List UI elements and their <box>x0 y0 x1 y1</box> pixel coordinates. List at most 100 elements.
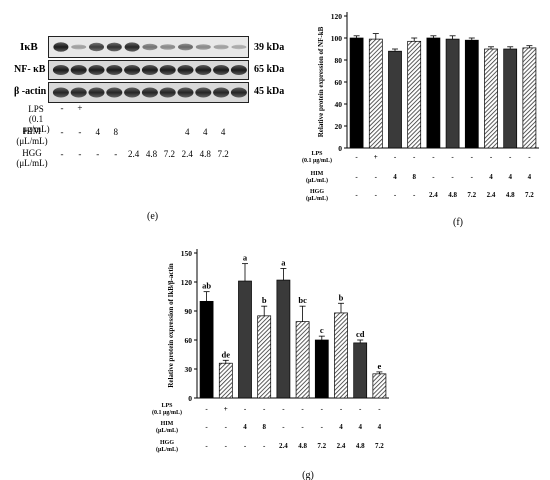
y-axis-label: Relative protein expression of NF-kB <box>317 26 325 137</box>
treatment-value: 4 <box>339 423 343 431</box>
treatment-value: + <box>224 405 228 413</box>
ikb-band <box>142 43 158 51</box>
blot-label-actin: β -actin <box>14 86 47 97</box>
treatment-value: - <box>471 173 474 181</box>
treatment-value: - <box>301 405 304 413</box>
treatment-row-label: HIM <box>311 171 324 177</box>
blot-label-nfkb: NF- κB <box>14 64 46 75</box>
blot-treatment-value: - <box>114 149 118 159</box>
bar <box>295 321 310 399</box>
y-tick-label: 0 <box>338 144 342 153</box>
treatment-value: 8 <box>262 423 266 431</box>
actin-band <box>124 87 141 98</box>
significance-letter: e <box>378 361 382 371</box>
treatment-value: - <box>355 191 358 199</box>
bar <box>426 37 441 149</box>
treatment-value: - <box>282 405 285 413</box>
bar <box>257 315 272 399</box>
treatment-value: + <box>374 153 378 161</box>
blot-treatment-value: - <box>96 149 100 159</box>
blot-treatment-value: 4 <box>95 127 101 137</box>
blot-treatment-value: - <box>78 149 82 159</box>
panel-label-e: (e) <box>147 211 159 222</box>
treatment-value: 2.4 <box>429 191 438 199</box>
blot-treatment-value: 4 <box>185 127 190 137</box>
blot-treatment-value: 2.4 <box>181 149 193 159</box>
kda-nfkb: 65 kDa <box>254 64 285 75</box>
treatment-value: 4 <box>508 173 512 181</box>
treatment-value: 7.2 <box>317 442 326 450</box>
blot-treatment-value: 4.8 <box>199 149 211 159</box>
treatment-value: - <box>205 405 208 413</box>
treatment-row-unit: (0.1 μg/mL) <box>152 409 182 416</box>
bar <box>372 373 387 399</box>
treatment-row-label: LPS <box>311 151 323 157</box>
treatment-row-label: HIM <box>161 421 174 427</box>
hgg-label: HGG (μL/mL) <box>16 148 48 168</box>
blot-treatment-value: 2.4 <box>127 149 140 159</box>
ikb-band <box>71 44 87 50</box>
treatment-value: - <box>321 423 324 431</box>
treatment-value: 4.8 <box>356 442 365 450</box>
blot-treatment-value: - <box>60 149 64 159</box>
treatment-value: 4.8 <box>298 442 307 450</box>
bar <box>276 279 291 399</box>
y-tick-label: 120 <box>181 278 193 287</box>
blot-treatment-value: 7.2 <box>217 149 229 159</box>
treatment-value: - <box>471 153 474 161</box>
treatment-value: - <box>375 191 378 199</box>
treatment-value: - <box>244 442 247 450</box>
treatment-row-unit: (μL/mL) <box>156 446 178 453</box>
bar <box>407 40 422 149</box>
blot-label-ikb: IκB <box>20 41 38 53</box>
treatment-value: - <box>205 442 208 450</box>
treatment-value: - <box>394 191 397 199</box>
treatment-value: 2.4 <box>487 191 496 199</box>
treatment-row-unit: (μL/mL) <box>156 427 178 434</box>
treatment-value: 7.2 <box>525 191 534 199</box>
treatment-value: - <box>490 153 493 161</box>
nfkb-band <box>141 65 158 75</box>
nfkb-band <box>106 65 123 75</box>
treatment-value: 4 <box>393 173 397 181</box>
treatment-row-unit: (μL/mL) <box>306 177 328 184</box>
treatment-value: - <box>378 405 381 413</box>
actin-band <box>213 87 230 98</box>
nfkb-band <box>88 65 105 75</box>
treatment-value: 4 <box>243 423 247 431</box>
treatment-value: - <box>355 173 358 181</box>
treatment-value: 7.2 <box>375 442 384 450</box>
blot-bands <box>48 36 249 103</box>
treatment-value: - <box>451 153 454 161</box>
treatment-value: 4.8 <box>448 191 457 199</box>
treatment-value: 4.8 <box>506 191 515 199</box>
treatment-row-unit: (μL/mL) <box>306 195 328 202</box>
nfkb-band <box>124 65 141 75</box>
bar <box>199 300 214 399</box>
treatment-value: - <box>244 405 247 413</box>
treatment-value: - <box>301 423 304 431</box>
blot-treatment-value: - <box>60 103 64 113</box>
actin-band <box>177 87 194 98</box>
treatment-value: 7.2 <box>467 191 476 199</box>
blot-treatment-value: - <box>60 127 64 137</box>
treatment-row-label: LPS <box>161 403 173 409</box>
ikb-band <box>124 42 140 52</box>
treatment-value: - <box>340 405 343 413</box>
ikb-band <box>213 44 229 50</box>
panel-label: (g) <box>302 470 314 480</box>
treatment-value: - <box>432 173 435 181</box>
bar <box>349 37 364 149</box>
treatment-value: - <box>413 191 416 199</box>
bar <box>314 339 329 399</box>
ikb-band <box>178 43 193 51</box>
ikb-band <box>195 44 211 50</box>
y-tick-label: 90 <box>185 307 193 316</box>
y-tick-label: 20 <box>335 122 343 131</box>
him-label: HIM (μL/mL) <box>16 126 48 146</box>
y-tick-label: 120 <box>331 12 343 21</box>
treatment-value: - <box>355 153 358 161</box>
treatment-row-unit: (0.1 μg/mL) <box>302 157 332 164</box>
nfkb-band <box>70 65 87 75</box>
treatment-value: 2.4 <box>279 442 288 450</box>
